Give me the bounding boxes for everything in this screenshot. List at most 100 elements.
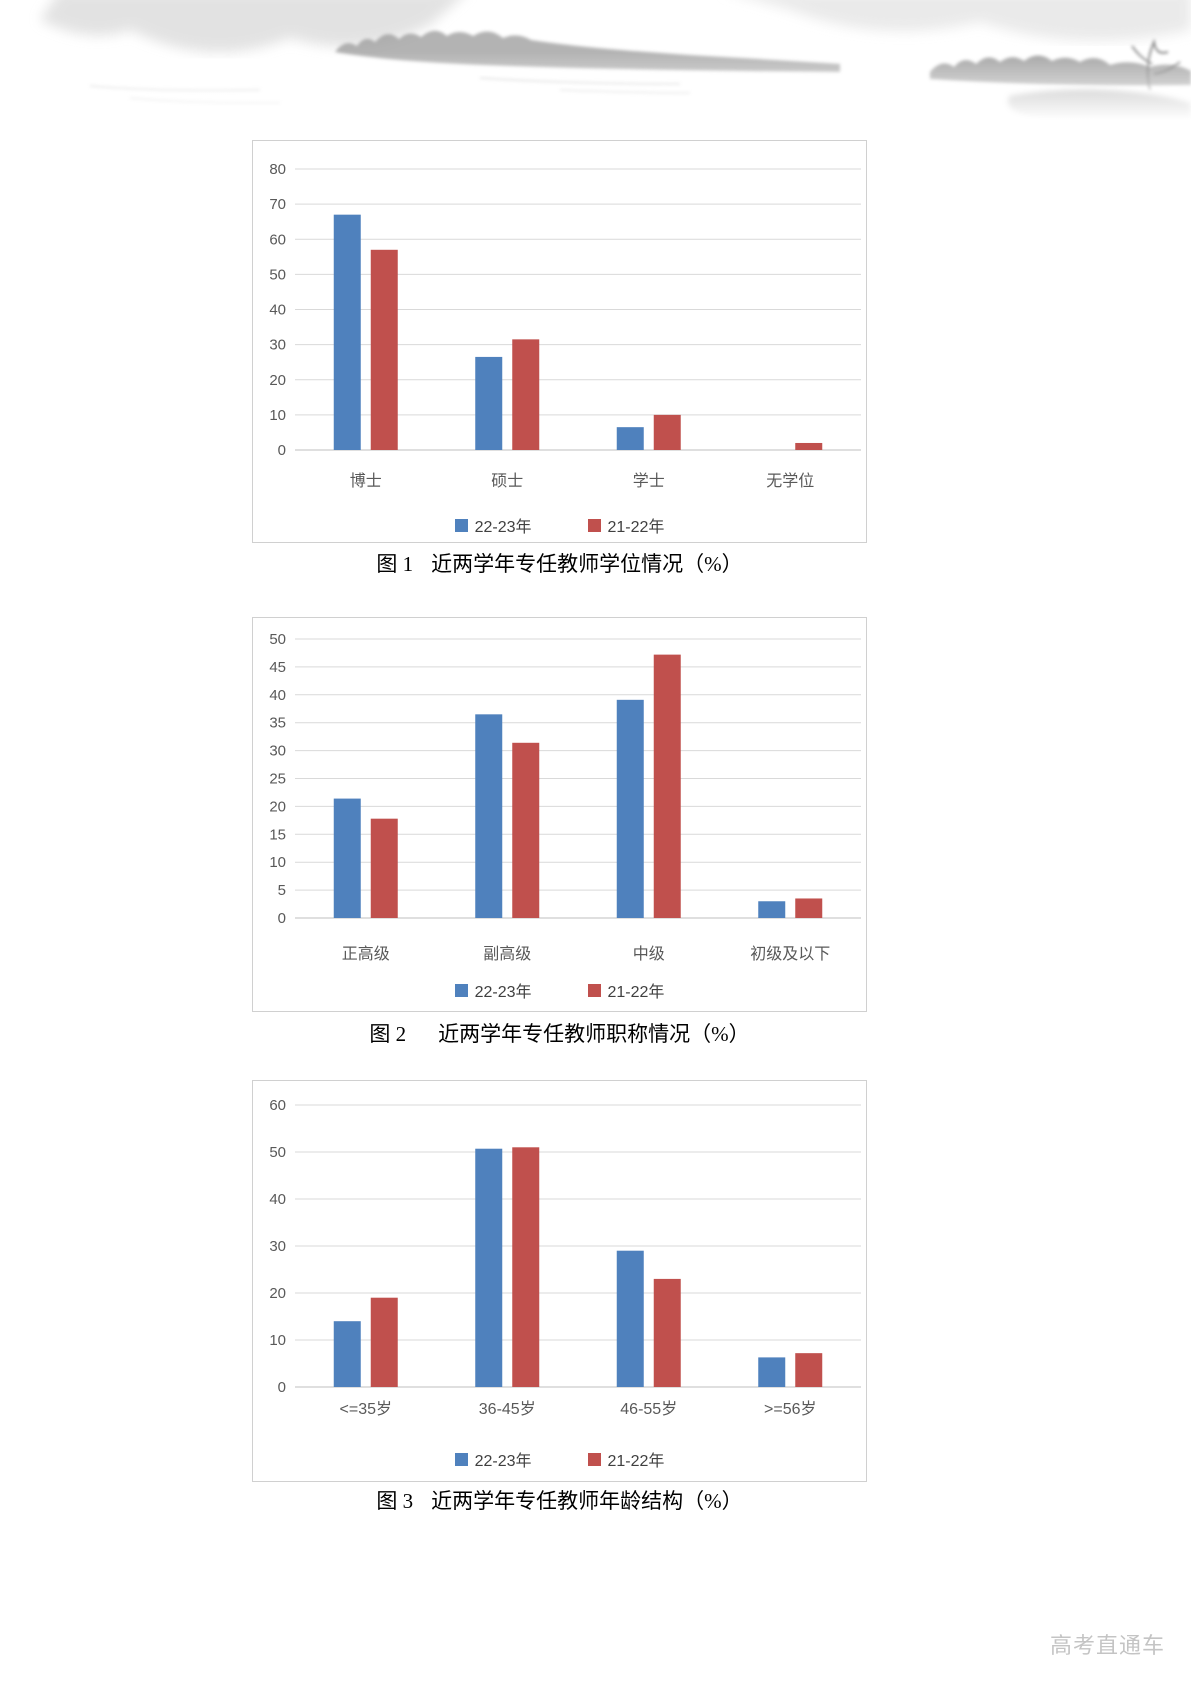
legend-swatch-2122-icon xyxy=(587,518,601,532)
y-tick-label: 35 xyxy=(269,715,286,732)
chart-figure-title: 0 5 10 15 20 25 30 35 40 45 50 正高级 副高级 中级 初级及以下 22-23年… xyxy=(252,617,867,1012)
mountain-right xyxy=(755,0,1191,41)
y-tick-label: 60 xyxy=(269,231,286,248)
bar-21-22年-初级及以下 xyxy=(795,898,823,918)
bar-21-22年-学士 xyxy=(653,414,681,450)
age-bar-chart: 0 10 20 30 40 50 60 <=35岁 36-45岁 46-55岁 >=56岁 xyxy=(269,1097,861,1418)
legend-label-2122: 21-22年 xyxy=(607,1453,665,1470)
legend-swatch-2223-icon xyxy=(454,983,468,997)
legend-age: 22-23年 21-22年 xyxy=(253,1447,866,1471)
bar-21-22年-正高级 xyxy=(370,818,398,918)
legend-item-2122: 21-22年 xyxy=(587,513,665,537)
legend-item-2223: 22-23年 xyxy=(454,513,532,537)
legend-item-2122: 21-22年 xyxy=(587,978,665,1002)
title-bar-chart: 0 5 10 15 20 25 30 35 40 45 50 正高级 副高级 中级 初级及以下 xyxy=(269,631,861,963)
category-label: 正高级 xyxy=(342,945,390,963)
figure-1-title: 近两学年专任教师学位情况（%） xyxy=(431,552,743,576)
bar-22-23年-36-45岁 xyxy=(475,1148,503,1387)
legend-item-2223: 22-23年 xyxy=(454,978,532,1002)
legend-swatch-2122-icon xyxy=(587,1452,601,1466)
y-tick-label: 15 xyxy=(269,826,286,843)
y-tick-label: 80 xyxy=(269,161,286,178)
bar-22-23年-副高级 xyxy=(475,714,503,918)
caption-figure-3: 图 3 近两学年专任教师年龄结构（%） xyxy=(252,1485,867,1515)
y-tick-label: 50 xyxy=(269,266,286,283)
category-label: 中级 xyxy=(633,945,665,963)
y-tick-label: 30 xyxy=(269,743,286,760)
category-label: 无学位 xyxy=(766,472,814,490)
bar-22-23年-初级及以下 xyxy=(758,901,786,918)
y-tick-label: 20 xyxy=(269,798,286,815)
bar-21-22年-46-55岁 xyxy=(653,1278,681,1387)
legend-swatch-2122-icon xyxy=(587,983,601,997)
bar-22-23年-46-55岁 xyxy=(616,1250,644,1387)
legend-label-2122: 21-22年 xyxy=(607,519,665,536)
figure-2-number: 图 2 xyxy=(369,1022,407,1046)
figure-3-number: 图 3 xyxy=(376,1489,414,1513)
watermark-text: 高考直通车 xyxy=(1049,1633,1165,1658)
y-tick-label: 40 xyxy=(269,302,286,319)
category-label: 初级及以下 xyxy=(750,945,830,963)
legend-swatch-2223-icon xyxy=(454,1452,468,1466)
figure-3-title: 近两学年专任教师年龄结构（%） xyxy=(431,1489,743,1513)
y-tick-label: 20 xyxy=(269,1285,286,1302)
y-tick-label: 30 xyxy=(269,337,286,354)
y-tick-label: 40 xyxy=(269,687,286,704)
legend-label-2122: 21-22年 xyxy=(607,984,665,1001)
category-label: 硕士 xyxy=(491,472,523,490)
y-tick-label: 10 xyxy=(269,407,286,424)
y-tick-label: 0 xyxy=(278,910,286,927)
figure-1-number: 图 1 xyxy=(376,552,414,576)
y-tick-label: 0 xyxy=(278,442,286,459)
legend-label-2223: 22-23年 xyxy=(474,984,532,1001)
chart-figure-degree: 0 10 20 30 40 50 60 70 80 博士 硕士 学士 无学位 22-23年 21-22年 xyxy=(252,140,867,543)
bar-21-22年-副高级 xyxy=(512,742,540,918)
bar-22-23年-学士 xyxy=(616,427,644,450)
bar-22-23年-博士 xyxy=(333,214,361,450)
figure-2-title: 近两学年专任教师职称情况（%） xyxy=(438,1022,750,1046)
caption-figure-1: 图 1 近两学年专任教师学位情况（%） xyxy=(252,548,867,578)
legend-swatch-2223-icon xyxy=(454,518,468,532)
chart-figure-age: 0 10 20 30 40 50 60 <=35岁 36-45岁 46-55岁 >=56岁 22-2… xyxy=(252,1080,867,1482)
legend-item-2223: 22-23年 xyxy=(454,1447,532,1471)
category-label: <=35岁 xyxy=(340,1400,393,1418)
bar-21-22年-博士 xyxy=(370,249,398,450)
bar-21-22年-36-45岁 xyxy=(512,1147,540,1387)
category-label: >=56岁 xyxy=(764,1400,817,1418)
bar-21-22年-硕士 xyxy=(512,339,540,450)
header-fade xyxy=(0,52,1191,120)
y-tick-label: 45 xyxy=(269,659,286,676)
header-ink-painting xyxy=(0,0,1191,120)
y-tick-label: 50 xyxy=(269,1144,286,1161)
degree-bar-chart: 0 10 20 30 40 50 60 70 80 博士 硕士 学士 无学位 xyxy=(269,161,861,490)
legend-degree: 22-23年 21-22年 xyxy=(253,513,866,537)
bar-21-22年-中级 xyxy=(653,654,681,918)
bar-22-23年-硕士 xyxy=(475,356,503,450)
bar-21-22年-无学位 xyxy=(795,442,823,450)
y-tick-label: 10 xyxy=(269,854,286,871)
y-tick-label: 30 xyxy=(269,1238,286,1255)
bar-22-23年-中级 xyxy=(616,699,644,918)
y-tick-label: 70 xyxy=(269,196,286,213)
legend-label-2223: 22-23年 xyxy=(474,1453,532,1470)
y-tick-label: 20 xyxy=(269,372,286,389)
y-tick-label: 40 xyxy=(269,1191,286,1208)
category-label: 36-45岁 xyxy=(479,1400,536,1418)
y-tick-label: 50 xyxy=(269,631,286,648)
bar-22-23年->=56岁 xyxy=(758,1357,786,1387)
y-tick-label: 10 xyxy=(269,1332,286,1349)
category-label: 学士 xyxy=(633,472,665,490)
bar-21-22年->=56岁 xyxy=(795,1353,823,1387)
y-tick-label: 0 xyxy=(278,1379,286,1396)
bar-22-23年-<=35岁 xyxy=(333,1321,361,1387)
bar-22-23年-正高级 xyxy=(333,798,361,918)
y-tick-label: 60 xyxy=(269,1097,286,1114)
category-label: 副高级 xyxy=(483,945,531,963)
y-tick-label: 25 xyxy=(269,771,286,788)
bar-21-22年-<=35岁 xyxy=(370,1297,398,1387)
caption-figure-2: 图 2 近两学年专任教师职称情况（%） xyxy=(252,1018,867,1048)
legend-item-2122: 21-22年 xyxy=(587,1447,665,1471)
legend-title: 22-23年 21-22年 xyxy=(253,978,866,1002)
category-label: 46-55岁 xyxy=(620,1400,677,1418)
